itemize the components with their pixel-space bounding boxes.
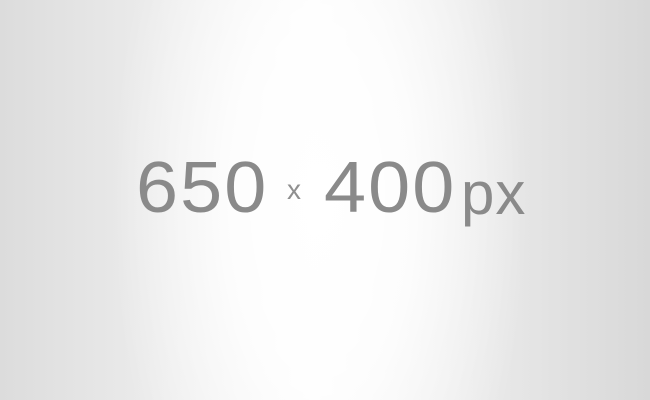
times-sign: x: [287, 174, 301, 205]
unit-label: px: [461, 160, 527, 227]
height-value: 400: [324, 148, 457, 228]
width-value: 650: [136, 148, 269, 228]
